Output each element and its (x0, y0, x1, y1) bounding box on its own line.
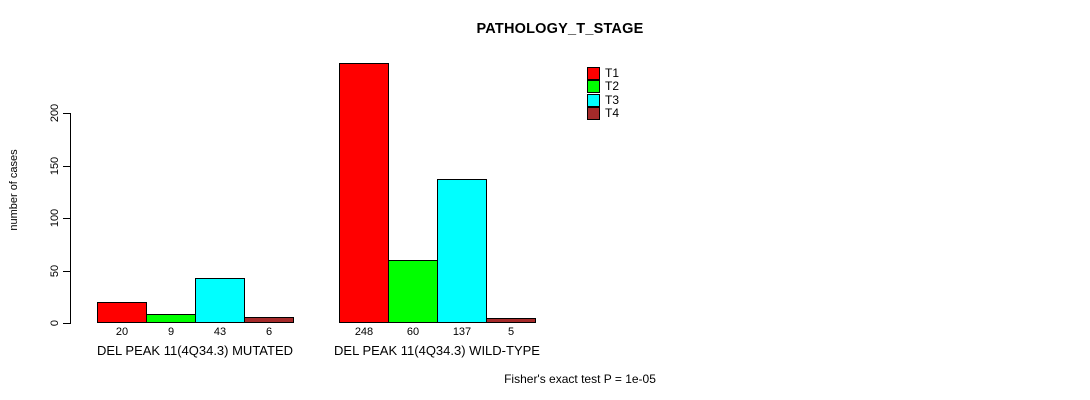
bar (388, 260, 438, 323)
bar (486, 318, 536, 323)
x-category-label: DEL PEAK 11(4Q34.3) WILD-TYPE (334, 343, 540, 358)
y-tick-label-text: 200 (49, 103, 61, 123)
bar-count-label: 60 (406, 326, 420, 338)
y-tick-label-text: 0 (49, 319, 61, 327)
bar (244, 317, 294, 323)
y-tick-mark (63, 323, 70, 324)
legend-swatch-t4 (587, 107, 600, 120)
bar (339, 63, 389, 323)
legend-swatch-t1 (587, 67, 600, 80)
bar-count-label: 5 (507, 326, 515, 338)
legend-item: T1 (587, 67, 619, 80)
y-tick-mark (63, 113, 70, 114)
x-category-label: DEL PEAK 11(4Q34.3) MUTATED (96, 343, 294, 358)
bar-count-label: 43 (213, 326, 227, 338)
bar (437, 179, 487, 323)
legend-item: T3 (587, 94, 619, 107)
bar-count-label: 137 (452, 326, 472, 338)
y-axis-title-text: number of cases (8, 149, 20, 231)
bar-count-label: 20 (115, 326, 129, 338)
y-tick-mark (63, 166, 70, 167)
legend-item: T4 (587, 107, 619, 120)
legend-label: T4 (605, 106, 620, 120)
bar (97, 302, 147, 323)
legend-label: T1 (605, 66, 620, 80)
y-axis-line (70, 113, 71, 324)
bar-count-label: 6 (265, 326, 273, 338)
bar-count-label: 9 (167, 326, 175, 338)
y-tick-mark (63, 218, 70, 219)
y-tick-mark (63, 271, 70, 272)
legend-label: T2 (605, 79, 620, 93)
bar-count-label: 248 (354, 326, 374, 338)
legend-swatch-t2 (587, 80, 600, 93)
bar (146, 314, 196, 323)
legend-item: T2 (587, 80, 619, 93)
legend-swatch-t3 (587, 94, 600, 107)
bar (195, 278, 245, 323)
annotation-text: Fisher's exact test P = 1e-05 (504, 372, 656, 386)
legend-label: T3 (605, 93, 620, 107)
y-tick-label-text: 100 (49, 208, 61, 228)
y-tick-label-text: 50 (49, 264, 61, 278)
y-tick-label-text: 150 (49, 156, 61, 176)
chart-title: PATHOLOGY_T_STAGE (476, 21, 644, 37)
